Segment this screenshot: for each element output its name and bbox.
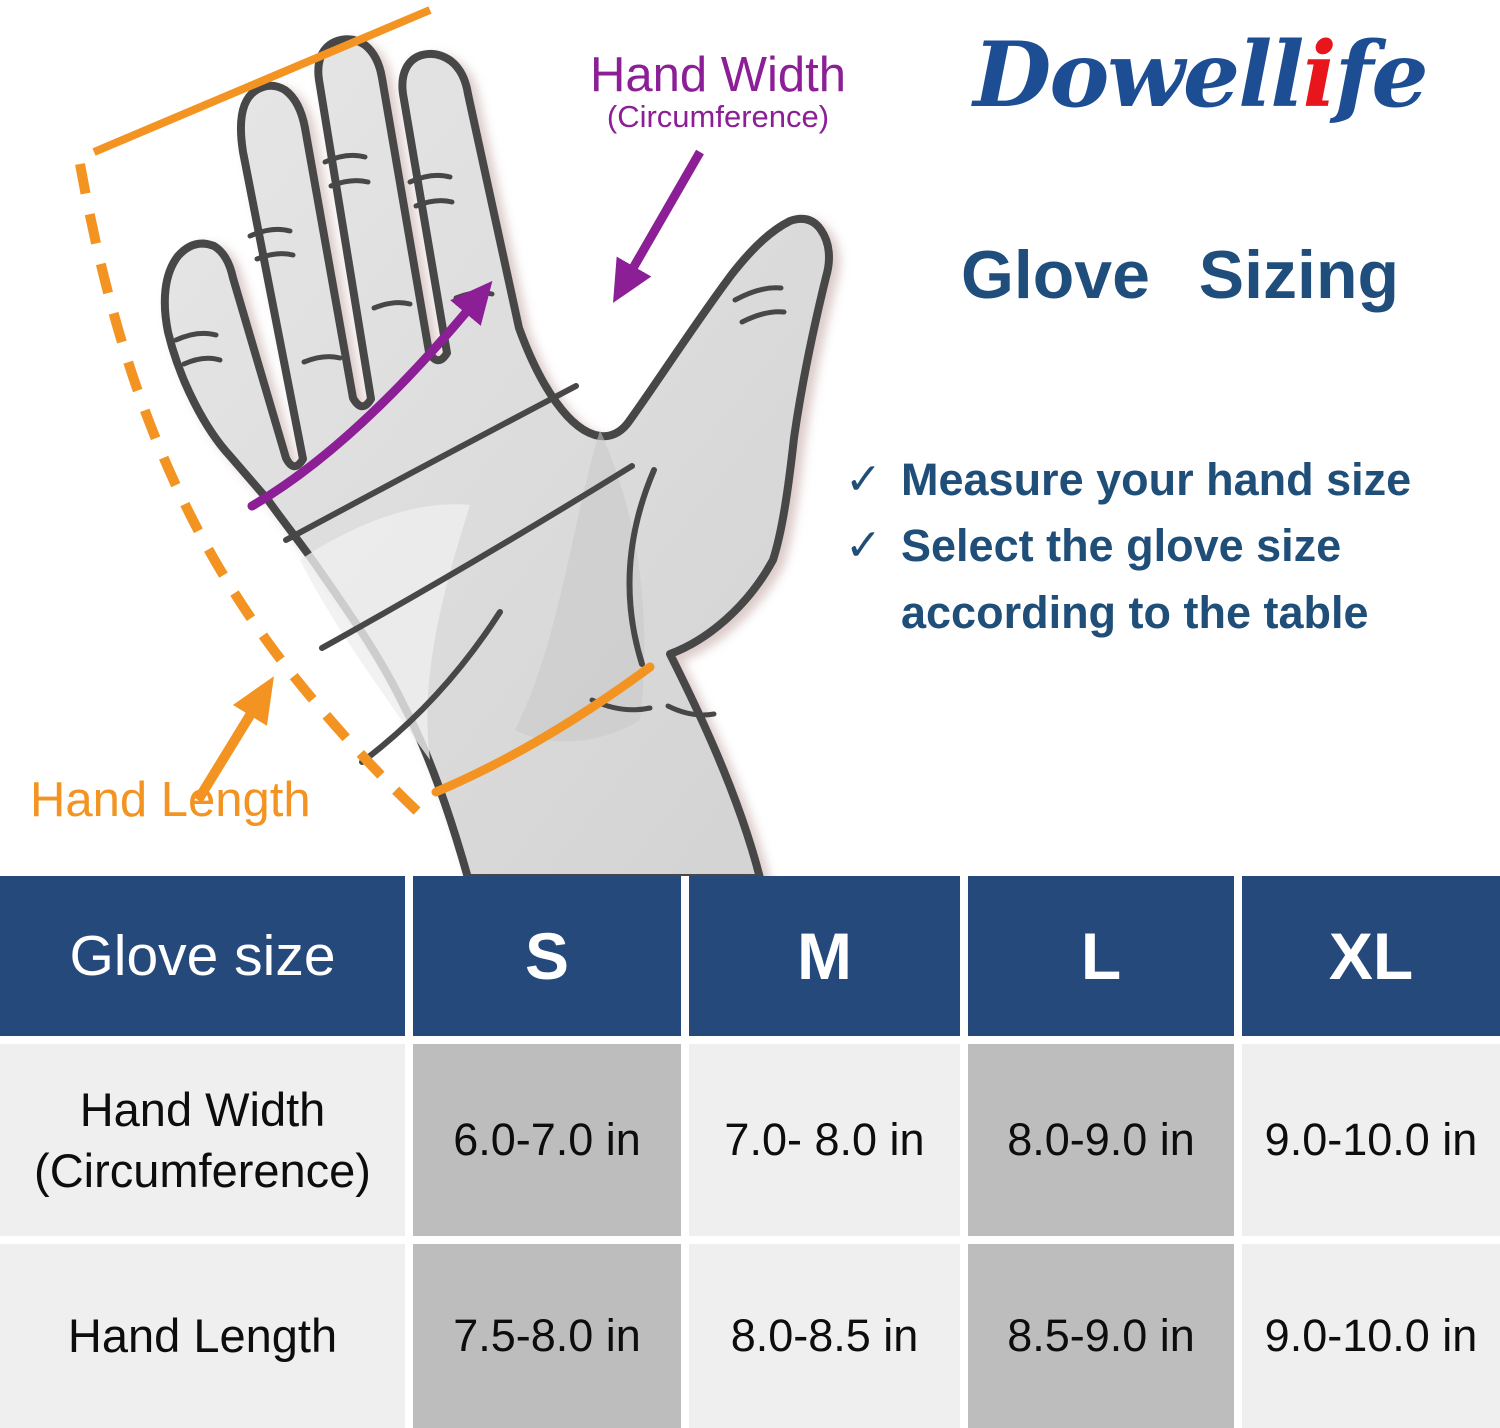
check-icon: ✓ (845, 521, 882, 571)
hand-width-arrow (613, 149, 704, 303)
hand-diagram (75, 6, 833, 878)
table-header-s: S (413, 876, 681, 1036)
table-header-glove-size: Glove size (0, 876, 405, 1036)
wrist-line (431, 662, 655, 797)
hand-length-arrow (193, 676, 274, 803)
cell-hand-width-xl: 9.0-10.0 in (1242, 1044, 1500, 1236)
instruction-item-2-continued: according to the table (901, 586, 1369, 638)
row-label-hand-width: Hand Width (Circumference) (0, 1044, 405, 1236)
hand-width-label-title: Hand Width (589, 48, 846, 102)
table-header-m: M (689, 876, 960, 1036)
palm-shade-light (300, 504, 470, 760)
hand-length-bracket-line (92, 6, 432, 156)
table-header-xl: XL (1242, 876, 1500, 1036)
row-label-hand-width-line1: Hand Width (79, 1082, 326, 1136)
row-label-hand-length: Hand Length (0, 1244, 405, 1428)
instruction-item-2: Select the glove size (901, 520, 1342, 572)
hand-outline (160, 35, 833, 878)
cell-hand-width-l: 8.0-9.0 in (968, 1044, 1234, 1236)
brand-logo-part3: fe (1334, 22, 1429, 128)
cell-hand-width-s: 6.0-7.0 in (413, 1044, 681, 1236)
glove-size-table: Glove size S M L XL Hand Width (Circumfe… (0, 876, 1500, 1428)
cell-hand-length-s: 7.5-8.0 in (413, 1244, 681, 1428)
cell-hand-length-xl: 9.0-10.0 in (1242, 1244, 1500, 1428)
brand-logo: Dowellife (920, 22, 1480, 128)
hand-length-label: Hand Length (30, 773, 311, 827)
hand-creases (173, 152, 787, 765)
brand-logo-part2: i (1302, 22, 1337, 128)
row-label-hand-width-line2: (Circumference) (34, 1144, 371, 1197)
brand-logo-part1: Dowell (973, 22, 1304, 128)
instruction-item-1: Measure your hand size (901, 454, 1412, 505)
cell-hand-length-l: 8.5-9.0 in (968, 1244, 1234, 1428)
check-icon: ✓ (845, 455, 882, 504)
hand-length-dashed-line (75, 163, 422, 816)
hand-width-label-sub: (Circumference) (606, 99, 830, 135)
cell-hand-length-m: 8.0-8.5 in (689, 1244, 960, 1428)
instructions-list: ✓ Measure your hand size ✓ Select the gl… (845, 452, 1465, 641)
hand-width-arc (247, 280, 493, 511)
hand-width-label: Hand Width (Circumference) (548, 48, 888, 135)
page-title: Glove Sizing (960, 237, 1400, 313)
palm-shade-dark (515, 430, 645, 742)
cell-hand-width-m: 7.0- 8.0 in (689, 1044, 960, 1236)
table-header-l: L (968, 876, 1234, 1036)
